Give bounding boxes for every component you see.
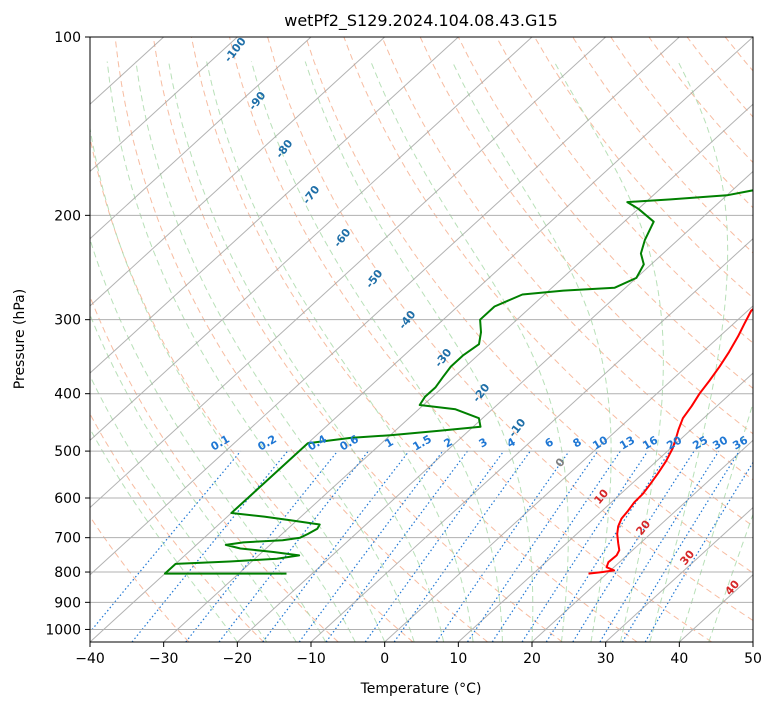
mixing-ratio-line (262, 450, 410, 642)
dry-adiabat-line (343, 37, 753, 527)
y-axis-label: Pressure (hPa) (12, 289, 28, 389)
y-tick-label: 800 (54, 565, 81, 581)
dry-adiabat-line (152, 37, 563, 642)
isotherm-line (90, 37, 533, 442)
x-tick-label: −10 (296, 651, 326, 667)
dry-adiabat-line (419, 37, 753, 435)
isotherm-line (90, 37, 386, 307)
y-tick-label: 200 (54, 208, 81, 224)
moist-adiabat-line (250, 61, 503, 642)
moist-adiabat-line (90, 125, 356, 642)
isotherm-line (90, 37, 238, 173)
isotherm-line (236, 170, 753, 642)
dry-adiabat-line (457, 37, 753, 389)
mixing-ratio-line (545, 450, 671, 642)
y-tick-label: 600 (54, 491, 81, 507)
moist-adiabat-line (90, 427, 238, 642)
mixing-ratio-line (521, 450, 649, 642)
dry-adiabat-line (90, 412, 264, 642)
moist-adiabat-line (135, 61, 415, 642)
y-axis-ticks: 100 200 300 400 500 600 700 800 900 1000 (45, 30, 90, 638)
moist-adiabat-line (678, 401, 753, 642)
isotherm-line (90, 37, 753, 642)
dewpoint-line (163, 189, 753, 575)
plot-frame (89, 36, 754, 643)
moist-adiabat-line (708, 513, 753, 642)
dry-adiabat-line (90, 135, 414, 642)
moist-adiabat-line (553, 61, 664, 642)
moist-adiabat-line (168, 61, 445, 642)
moist-adiabat-line (106, 61, 386, 642)
dry-adiabat-line (229, 37, 712, 642)
mixing-ratio-line (435, 450, 570, 642)
x-tick-label: 50 (744, 651, 762, 667)
isotherm-line (90, 37, 680, 576)
y-tick-label: 700 (54, 531, 81, 547)
x-tick-label: 40 (670, 651, 688, 667)
mixing-ratio-line (621, 450, 740, 642)
mixing-ratio-line (325, 450, 468, 642)
x-tick-label: 30 (597, 651, 615, 667)
isotherm-line (90, 37, 459, 374)
isotherm-line (90, 37, 607, 509)
moist-adiabat-line (370, 61, 569, 642)
mixing-ratio-line (466, 450, 599, 642)
moist-adiabat-line (649, 61, 729, 642)
chart-title: wetPf2_S129.2024.104.08.43.G15 (284, 11, 558, 31)
mixing-ratio-line (572, 450, 695, 642)
moist-adiabat-line (206, 61, 474, 642)
dry-adiabat-line (90, 515, 190, 642)
mixing-ratio-line (393, 450, 531, 642)
dry-adiabat-line (305, 37, 753, 574)
y-tick-label: 400 (54, 387, 81, 403)
isotherm-line (384, 305, 753, 642)
mixing-ratio-line (185, 450, 339, 642)
y-tick-label: 500 (54, 444, 81, 460)
dry-adiabat-line (267, 37, 753, 622)
temperature-line (588, 307, 753, 575)
mixing-ratio-line (491, 450, 621, 642)
sounding-profiles (163, 189, 753, 575)
moist-adiabat-line (451, 61, 612, 642)
dry-adiabat-line (190, 37, 638, 642)
isobar-gridlines (90, 37, 753, 630)
isotherm-line (457, 372, 753, 642)
y-tick-label: 300 (54, 313, 81, 329)
dry-adiabat-line (495, 37, 753, 344)
x-tick-label: −40 (75, 651, 105, 667)
isotherm-line (90, 37, 312, 240)
x-tick-label: 20 (523, 651, 541, 667)
y-tick-label: 100 (54, 30, 81, 46)
mixing-ratio-line (298, 450, 444, 642)
moist-adiabat-line (90, 374, 268, 642)
mixing-ratio-line (90, 450, 242, 633)
x-tick-label: −20 (223, 651, 253, 667)
isotherm-line (531, 439, 753, 642)
dry-adiabat-line (534, 37, 753, 299)
mixing-ratio-line (364, 450, 505, 642)
dry-adiabat-line (114, 37, 488, 642)
y-tick-label: 900 (54, 595, 81, 611)
x-tick-label: 10 (449, 651, 467, 667)
moist-adiabat-line (90, 313, 297, 642)
x-tick-label: −30 (149, 651, 179, 667)
moist-adiabat-line (304, 61, 534, 642)
x-axis-label: Temperature (°C) (360, 681, 482, 697)
y-tick-label: 1000 (45, 622, 81, 638)
isotherm-line (310, 237, 753, 642)
x-axis-ticks: −40 −30 −20 −10 0 10 20 30 40 50 (75, 642, 762, 667)
dry-adiabat-line (381, 37, 753, 481)
isotherm-line (605, 506, 753, 642)
x-tick-label: 0 (380, 651, 389, 667)
